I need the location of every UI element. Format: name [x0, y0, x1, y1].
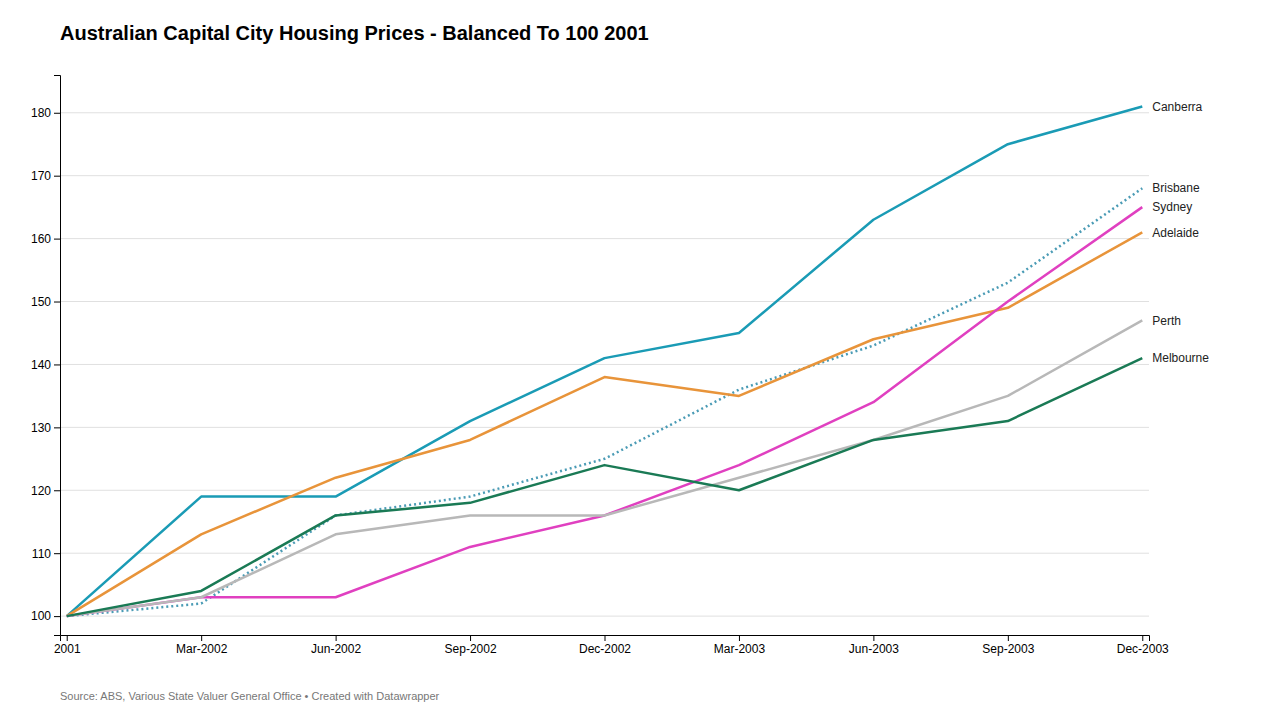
plot-area: 100 110 120 130 140 150 160 170 180 2001 Mar-2002 J…	[31, 76, 1209, 656]
grid-line	[60, 553, 1149, 554]
tick-mark	[54, 176, 60, 177]
tick: Dec-2002	[579, 635, 631, 656]
tick-mark	[54, 113, 60, 114]
tick-mark	[1142, 635, 1143, 641]
tick: 140	[31, 358, 60, 372]
tick: 160	[31, 232, 60, 246]
tick: 150	[31, 295, 60, 309]
series-line	[67, 320, 1143, 616]
tick: 180	[31, 106, 60, 120]
tick: Mar-2002	[176, 635, 228, 656]
series-label: Adelaide	[1152, 226, 1199, 240]
tick: 2001	[54, 635, 81, 656]
source-note: Source: ABS, Various State Valuer Genera…	[60, 690, 440, 702]
series-label: Brisbane	[1152, 181, 1200, 195]
tick-label: 130	[31, 421, 51, 435]
tick-label: 140	[31, 358, 51, 372]
tick-mark	[739, 635, 740, 641]
series-label: Melbourne	[1152, 351, 1209, 365]
tick-label: Mar-2002	[176, 642, 228, 656]
tick-mark	[54, 302, 60, 303]
series-line	[67, 207, 1143, 616]
tick: 130	[31, 421, 60, 435]
series-line	[67, 358, 1143, 616]
grid-line	[60, 238, 1149, 239]
tick-mark	[470, 635, 471, 641]
tick-mark	[873, 635, 874, 641]
tick-label: 2001	[54, 642, 81, 656]
grid-line	[60, 616, 1149, 617]
tick-label: Dec-2003	[1117, 642, 1169, 656]
grid-line	[60, 364, 1149, 365]
tick-label: 120	[31, 484, 51, 498]
grid-line	[60, 112, 1149, 113]
tick-label: 180	[31, 106, 51, 120]
tick: Jun-2002	[311, 635, 361, 656]
lines	[67, 106, 1143, 616]
tick-label: 170	[31, 169, 51, 183]
tick: 100	[31, 609, 60, 623]
tick: Jun-2003	[849, 635, 899, 656]
tick-mark	[54, 239, 60, 240]
tick: Sep-2003	[982, 635, 1034, 656]
grid-line	[60, 427, 1149, 428]
series-line	[67, 106, 1143, 616]
series-line	[67, 188, 1143, 616]
grid-line	[60, 175, 1149, 176]
tick-label: Jun-2002	[311, 642, 361, 656]
x-axis: 2001 Mar-2002 Jun-2002 Sep-2002 Dec-2002 Mar-…	[54, 635, 1169, 656]
axis-line	[61, 636, 1150, 642]
series-label: Canberra	[1152, 100, 1202, 114]
tick-mark	[336, 635, 337, 641]
tick: 120	[31, 484, 60, 498]
tick-mark	[67, 635, 68, 641]
tick-label: Mar-2003	[714, 642, 766, 656]
tick-mark	[1008, 635, 1009, 641]
tick-mark	[54, 490, 60, 491]
tick-mark	[54, 364, 60, 365]
tick: Mar-2003	[714, 635, 766, 656]
tick-mark	[54, 553, 60, 554]
series-label: Sydney	[1152, 200, 1192, 214]
grid-line	[60, 301, 1149, 302]
tick-label: Jun-2003	[849, 642, 899, 656]
title: Australian Capital City Housing Prices -…	[60, 22, 649, 44]
axis-line	[54, 76, 61, 636]
tick-label: 160	[31, 232, 51, 246]
tick-label: 100	[31, 609, 51, 623]
tick: Sep-2002	[445, 635, 497, 656]
series-label: Perth	[1152, 314, 1181, 328]
tick-mark	[605, 635, 606, 641]
tick: Dec-2003	[1117, 635, 1169, 656]
tick-label: 150	[31, 295, 51, 309]
tick-label: 110	[32, 547, 51, 561]
tick-mark	[201, 635, 202, 641]
grid-line	[60, 490, 1149, 491]
tick-label: Sep-2003	[982, 642, 1034, 656]
tick-label: Dec-2002	[579, 642, 631, 656]
grid	[60, 113, 1149, 616]
chart-container: 100 110 120 130 140 150 160 170 180 2001 Mar-2002 J…	[0, 0, 1279, 720]
tick-label: Sep-2002	[445, 642, 497, 656]
series-labels: Canberra Brisbane Sydney Adelaide Perth Melbo…	[1152, 100, 1209, 366]
tick: 170	[31, 169, 60, 183]
tick: 110	[32, 547, 60, 561]
series-line	[67, 232, 1143, 616]
tick-mark	[54, 616, 60, 617]
tick-mark	[54, 427, 60, 428]
y-axis: 100 110 120 130 140 150 160 170 180	[31, 76, 61, 636]
chart-svg: 100 110 120 130 140 150 160 170 180 2001 Mar-2002 J…	[0, 0, 1279, 720]
